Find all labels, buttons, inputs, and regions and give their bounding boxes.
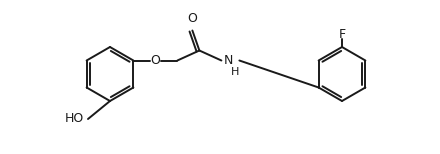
Text: O: O	[187, 12, 197, 25]
Text: HO: HO	[65, 113, 84, 126]
Text: H: H	[231, 67, 239, 77]
Text: N: N	[224, 54, 233, 67]
Text: F: F	[338, 28, 345, 41]
Text: O: O	[150, 54, 160, 67]
